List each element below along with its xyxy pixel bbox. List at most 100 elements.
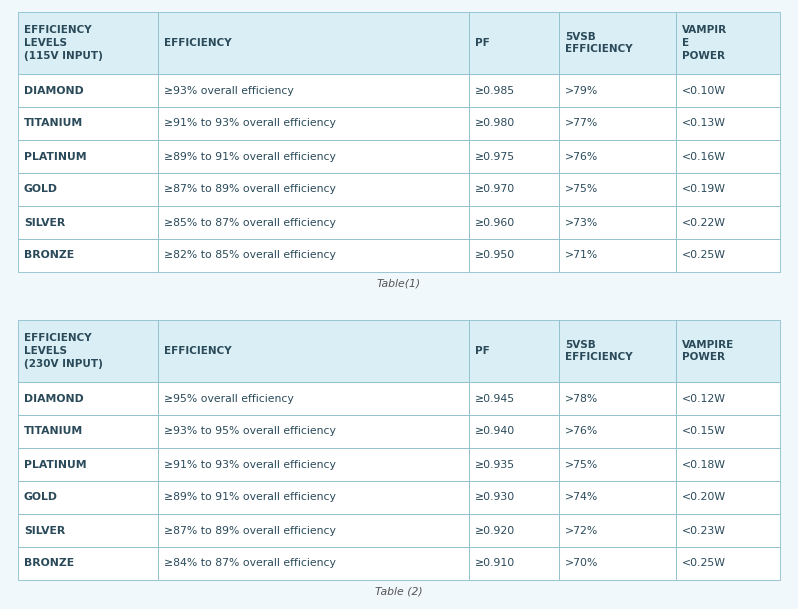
Text: GOLD: GOLD xyxy=(24,185,58,194)
Text: BRONZE: BRONZE xyxy=(24,558,74,568)
Text: <0.23W: <0.23W xyxy=(682,526,726,535)
Bar xyxy=(158,382,469,415)
Text: <0.20W: <0.20W xyxy=(682,493,726,502)
Bar xyxy=(676,382,780,415)
Bar xyxy=(18,448,158,481)
Bar xyxy=(676,107,780,140)
Text: EFFICIENCY: EFFICIENCY xyxy=(164,346,231,356)
Text: >73%: >73% xyxy=(565,217,598,228)
Bar xyxy=(676,12,780,74)
Bar xyxy=(469,514,559,547)
Text: ≥82% to 85% overall efficiency: ≥82% to 85% overall efficiency xyxy=(164,250,336,261)
Bar xyxy=(559,140,676,173)
Text: EFFICIENCY
LEVELS
(115V INPUT): EFFICIENCY LEVELS (115V INPUT) xyxy=(24,25,103,61)
Bar xyxy=(676,239,780,272)
Bar xyxy=(559,481,676,514)
Text: >70%: >70% xyxy=(565,558,598,568)
Bar xyxy=(559,415,676,448)
Bar xyxy=(158,320,469,382)
Bar xyxy=(158,448,469,481)
Bar xyxy=(676,514,780,547)
Text: <0.13W: <0.13W xyxy=(682,119,726,128)
Text: <0.12W: <0.12W xyxy=(682,393,726,404)
Bar xyxy=(676,547,780,580)
Bar xyxy=(469,382,559,415)
Bar xyxy=(18,74,158,107)
Text: SILVER: SILVER xyxy=(24,526,65,535)
Bar xyxy=(18,514,158,547)
Bar xyxy=(469,206,559,239)
Text: <0.25W: <0.25W xyxy=(682,250,726,261)
Text: EFFICIENCY
LEVELS
(230V INPUT): EFFICIENCY LEVELS (230V INPUT) xyxy=(24,333,103,369)
Text: DIAMOND: DIAMOND xyxy=(24,393,84,404)
Bar xyxy=(158,107,469,140)
Text: VAMPIRE
POWER: VAMPIRE POWER xyxy=(682,340,734,362)
Text: DIAMOND: DIAMOND xyxy=(24,85,84,96)
Text: ≥0.930: ≥0.930 xyxy=(475,493,516,502)
Text: >77%: >77% xyxy=(565,119,598,128)
Bar xyxy=(469,173,559,206)
Text: ≥0.910: ≥0.910 xyxy=(475,558,516,568)
Bar xyxy=(676,74,780,107)
Bar xyxy=(18,320,158,382)
Text: <0.10W: <0.10W xyxy=(682,85,726,96)
Text: <0.15W: <0.15W xyxy=(682,426,726,437)
Text: ≥0.980: ≥0.980 xyxy=(475,119,516,128)
Text: 5VSB
EFFICIENCY: 5VSB EFFICIENCY xyxy=(565,32,633,54)
Text: ≥95% overall efficiency: ≥95% overall efficiency xyxy=(164,393,294,404)
Text: ≥87% to 89% overall efficiency: ≥87% to 89% overall efficiency xyxy=(164,526,336,535)
Bar xyxy=(18,547,158,580)
Text: ≥0.935: ≥0.935 xyxy=(475,460,515,470)
Bar xyxy=(559,320,676,382)
Text: PF: PF xyxy=(475,346,490,356)
Bar xyxy=(559,547,676,580)
Text: TITANIUM: TITANIUM xyxy=(24,119,83,128)
Text: GOLD: GOLD xyxy=(24,493,58,502)
Text: >71%: >71% xyxy=(565,250,598,261)
Bar xyxy=(158,12,469,74)
Text: ≥93% to 95% overall efficiency: ≥93% to 95% overall efficiency xyxy=(164,426,336,437)
Bar xyxy=(469,481,559,514)
Text: <0.18W: <0.18W xyxy=(682,460,726,470)
Bar xyxy=(469,415,559,448)
Bar xyxy=(18,239,158,272)
Text: ≥91% to 93% overall efficiency: ≥91% to 93% overall efficiency xyxy=(164,460,336,470)
Text: ≥84% to 87% overall efficiency: ≥84% to 87% overall efficiency xyxy=(164,558,336,568)
Text: >76%: >76% xyxy=(565,426,598,437)
Text: 5VSB
EFFICIENCY: 5VSB EFFICIENCY xyxy=(565,340,633,362)
Text: EFFICIENCY: EFFICIENCY xyxy=(164,38,231,48)
Text: <0.19W: <0.19W xyxy=(682,185,726,194)
Text: BRONZE: BRONZE xyxy=(24,250,74,261)
Text: >75%: >75% xyxy=(565,460,598,470)
Text: ≥0.960: ≥0.960 xyxy=(475,217,516,228)
Text: ≥87% to 89% overall efficiency: ≥87% to 89% overall efficiency xyxy=(164,185,336,194)
Bar xyxy=(158,239,469,272)
Text: >76%: >76% xyxy=(565,152,598,161)
Text: VAMPIR
E
POWER: VAMPIR E POWER xyxy=(682,25,728,61)
Bar xyxy=(676,206,780,239)
Text: ≥0.985: ≥0.985 xyxy=(475,85,515,96)
Bar xyxy=(158,514,469,547)
Bar xyxy=(676,415,780,448)
Text: ≥91% to 93% overall efficiency: ≥91% to 93% overall efficiency xyxy=(164,119,336,128)
Text: >79%: >79% xyxy=(565,85,598,96)
Bar xyxy=(158,173,469,206)
Bar xyxy=(676,320,780,382)
Bar xyxy=(158,140,469,173)
Text: >75%: >75% xyxy=(565,185,598,194)
Text: SILVER: SILVER xyxy=(24,217,65,228)
Bar xyxy=(158,74,469,107)
Bar xyxy=(18,206,158,239)
Bar xyxy=(676,448,780,481)
Text: TITANIUM: TITANIUM xyxy=(24,426,83,437)
Text: ≥93% overall efficiency: ≥93% overall efficiency xyxy=(164,85,294,96)
Bar xyxy=(469,107,559,140)
Text: <0.25W: <0.25W xyxy=(682,558,726,568)
Bar xyxy=(18,382,158,415)
Text: PLATINUM: PLATINUM xyxy=(24,152,87,161)
Text: <0.22W: <0.22W xyxy=(682,217,726,228)
Bar xyxy=(559,239,676,272)
Bar xyxy=(469,140,559,173)
Bar xyxy=(676,481,780,514)
Bar xyxy=(559,74,676,107)
